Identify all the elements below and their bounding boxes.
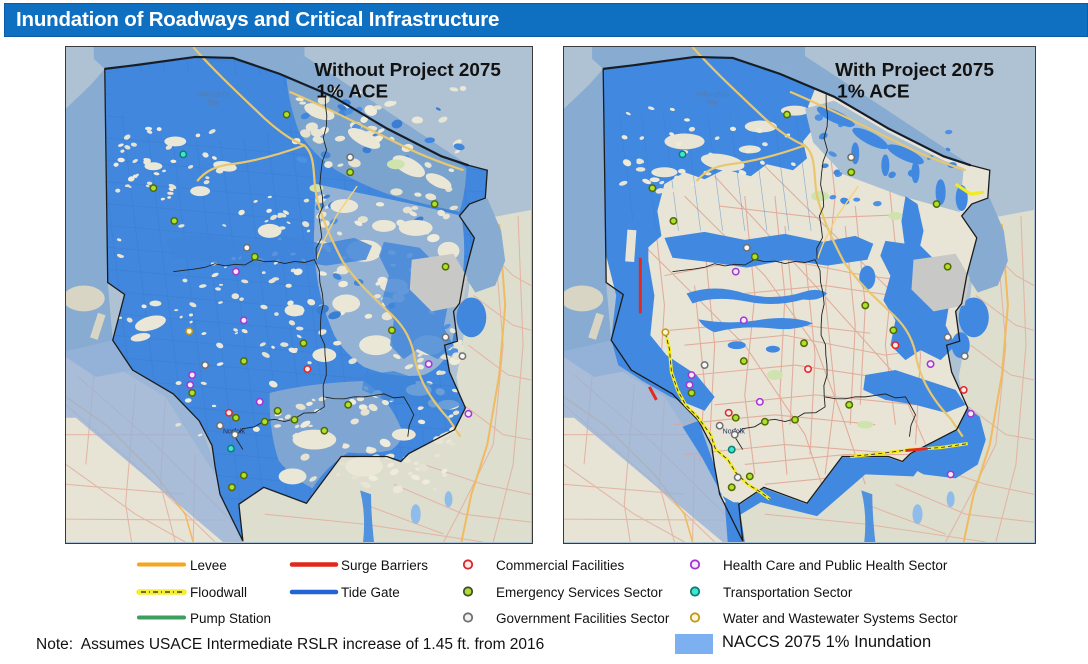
svg-text:Bay: Bay — [707, 100, 720, 107]
svg-text:Bay: Bay — [207, 100, 219, 107]
svg-text:1% ACE: 1% ACE — [837, 82, 909, 103]
svg-text:1% ACE: 1% ACE — [316, 82, 388, 103]
svg-text:Willoughby: Willoughby — [695, 92, 730, 99]
svg-text:With Project 2075: With Project 2075 — [835, 60, 994, 81]
svg-text:Without Project 2075: Without Project 2075 — [314, 60, 500, 81]
svg-text:Willoughby: Willoughby — [196, 92, 230, 99]
